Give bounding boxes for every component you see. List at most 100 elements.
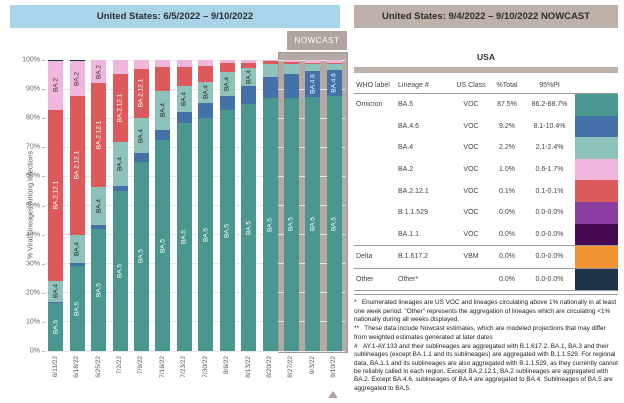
bar-segment-BA.2[interactable] [176,60,192,67]
bar-segment-BA.4.6[interactable] [283,73,299,98]
bar-segment-BA.4[interactable]: BA.4 [155,91,171,130]
bar-segment-BA.4.6[interactable] [241,85,257,105]
bar-segment-BA.5[interactable]: BA.5 [69,266,85,351]
bar-segment-BA.2[interactable] [326,60,342,63]
table-row-BA.1.1[interactable]: BA.1.1 VOC 0.0% 0.0-0.0% [354,223,618,246]
y-tick-mark [42,147,45,149]
bar-segment-BA.2[interactable] [198,60,214,67]
bar-segment-BA.5[interactable]: BA.5 [326,96,342,351]
bar-segment-BA.5[interactable]: BA.5 [262,98,278,351]
bar-segment-BA.4[interactable]: BA.4 [176,85,192,113]
table-row-B.1.617.2[interactable]: Delta B.1.617.2 VBM 0.0% 0.0-0.0% [354,245,618,268]
stacked-bar-7/9/22[interactable]: BA.5 BA.4 BA.2.12.1 [133,60,149,351]
bar-segment-BA.5[interactable]: BA.5 [283,97,299,351]
cell-95-pi: 0.0-0.0% [535,253,564,261]
bar-segment-BA.2.12.1[interactable] [305,62,321,64]
table-row-BA.4.6[interactable]: BA.4.6 VOC 9.2% 8.1-10.4% [354,115,618,138]
bar-segment-BA.4.6[interactable] [176,112,192,123]
stacked-bar-7/30/22[interactable]: BA.5 BA.4 [198,60,214,351]
bar-segment-BA.2[interactable] [241,60,257,63]
stacked-bar-7/23/22[interactable]: BA.5 BA.4 [176,60,192,351]
stacked-bar-8/13/22[interactable]: BA.5 BA.4 [241,60,257,351]
stacked-bar-8/6/22[interactable]: BA.5 BA.4 [219,60,235,351]
bar-segment-BA.4.6[interactable] [133,153,149,162]
bar-segment-BA.4[interactable]: BA.4 [69,234,85,264]
bar-segment-BA.5[interactable]: BA.5 [305,96,321,351]
bar-segment-BA.4.6[interactable]: BA.4.6 [326,69,342,97]
table-row-BA.2.12.1[interactable]: BA.2.12.1 VOC 0.1% 0.1-0.1% [354,180,618,202]
bar-segment-BA.2.12.1[interactable] [176,66,192,86]
stacked-bar-7/2/22[interactable]: BA.5 BA.4 BA.2.12.1 [112,60,128,351]
cell-who-label [354,137,396,159]
stacked-bar-6/11/22[interactable]: BA.5 BA.4 BA.2.12.1 BA.2 [48,60,64,351]
bar-segment-BA.4[interactable]: BA.4 [241,68,257,86]
bar-segment-BA.2.12.1[interactable]: BA.2.12.1 [69,96,85,235]
bar-segment-BA.4[interactable] [326,63,342,70]
bar-segment-BA.4.6[interactable] [69,263,85,267]
bar-segment-BA.5[interactable]: BA.5 [241,104,257,351]
table-row-Other*[interactable]: Other Other* 0.0% 0.0-0.0% [354,267,618,291]
table-row-BA.4[interactable]: BA.4 VOC 2.2% 2.1-2.4% [354,137,618,159]
bar-segment-BA.5[interactable]: BA.5 [48,303,64,351]
bar-segment-BA.5[interactable]: BA.5 [176,122,192,351]
bar-segment-BA.2[interactable]: BA.2 [48,60,64,110]
bar-segment-BA.4.6[interactable] [91,225,107,229]
bar-segment-BA.2[interactable] [219,60,235,63]
bar-segment-BA.2[interactable] [133,60,149,69]
bar-segment-BA.4.6[interactable] [155,129,171,141]
bar-segment-BA.2.12.1[interactable] [219,62,235,72]
bar-segment-BA.4[interactable] [262,64,278,78]
stacked-bar-8/20/22[interactable]: BA.5 [262,60,278,351]
bar-segment-BA.4[interactable]: BA.4 [48,281,64,302]
bar-segment-Other[interactable] [48,60,64,61]
bar-segment-BA.4[interactable] [283,63,299,74]
bar-segment-BA.4[interactable]: BA.4 [112,141,128,187]
table-row-BA.2[interactable]: BA.2 VOC 1.0% 0.6-1.7% [354,158,618,181]
bar-segment-BA.2[interactable] [262,60,278,62]
bar-segment-BA.2.12.1[interactable] [283,62,299,64]
bar-segment-BA.2.12.1[interactable] [262,61,278,65]
y-tick-label: 0% [29,347,40,355]
bar-segment-BA.4[interactable] [305,63,321,72]
bar-segment-BA.2[interactable] [305,60,321,63]
stacked-bar-9/10/22[interactable]: BA.5 BA.4.6 [326,60,342,351]
bar-segment-BA.5[interactable]: BA.5 [91,228,107,351]
bar-segment-BA.2[interactable]: BA.2 [91,60,107,84]
bar-segment-BA.2.12.1[interactable]: BA.2.12.1 [112,73,128,142]
bar-segment-BA.4[interactable]: BA.4 [133,117,149,154]
bar-segment-BA.4[interactable]: BA.4 [198,82,214,103]
bar-segment-BA.4[interactable]: BA.4 [91,186,107,226]
stacked-bar-6/25/22[interactable]: BA.5 BA.4 BA.2.12.1 BA.2 [91,60,107,351]
stacked-bar-8/27/22[interactable]: BA.5 [283,60,299,351]
bar-segment-BA.5[interactable]: BA.5 [112,190,128,351]
cell-lineage: BA.5 [398,101,414,109]
bar-segment-BA.2[interactable] [112,60,128,74]
bar-segment-BA.5[interactable]: BA.5 [198,118,214,351]
bar-segment-BA.2.12.1[interactable]: BA.2.12.1 [133,68,149,118]
bar-segment-BA.2.12.1[interactable] [241,62,257,69]
bar-segment-BA.5[interactable]: BA.5 [133,161,149,351]
bar-segment-Other[interactable] [69,60,85,62]
bar-segment-BA.2.12.1[interactable]: BA.2.12.1 [91,83,107,187]
table-row-B.1.1.529[interactable]: B.1.1.529 VOC 0.0% 0.0-0.0% [354,201,618,224]
bar-segment-BA.4.6[interactable] [219,95,235,111]
table-row-BA.5[interactable]: Omicron BA.5 VOC 87.5% 86.2-88.7% [354,94,618,116]
bar-segment-BA.4[interactable]: BA.4 [219,71,235,96]
bar-segment-BA.4.6[interactable] [198,102,214,119]
bar-segment-BA.2.12.1[interactable] [155,66,171,92]
bar-segment-BA.4.6[interactable] [112,186,128,191]
stacked-bar-6/18/22[interactable]: BA.5 BA.4 BA.2.12.1 BA.2 [69,60,85,351]
bar-segment-BA.4.6[interactable] [262,77,278,99]
bar-segment-BA.2[interactable] [283,60,299,63]
stacked-bar-7/16/22[interactable]: BA.5 BA.4 [155,60,171,351]
bar-segment-BA.2.12.1[interactable]: BA.2.12.1 [48,109,64,282]
bar-segment-BA.5[interactable]: BA.5 [219,110,235,351]
overflow-indicator-icon[interactable] [328,391,338,398]
bar-segment-BA.2[interactable]: BA.2 [69,61,85,97]
bar-segment-BA.2[interactable] [155,60,171,67]
bar-segment-BA.4.6[interactable] [48,301,64,303]
bar-segment-BA.2.12.1[interactable] [198,66,214,83]
bar-segment-BA.5[interactable]: BA.5 [155,140,171,351]
bar-segment-BA.4.6[interactable]: BA.4.6 [305,71,321,97]
stacked-bar-9/3/22[interactable]: BA.5 BA.4.6 [305,60,321,351]
